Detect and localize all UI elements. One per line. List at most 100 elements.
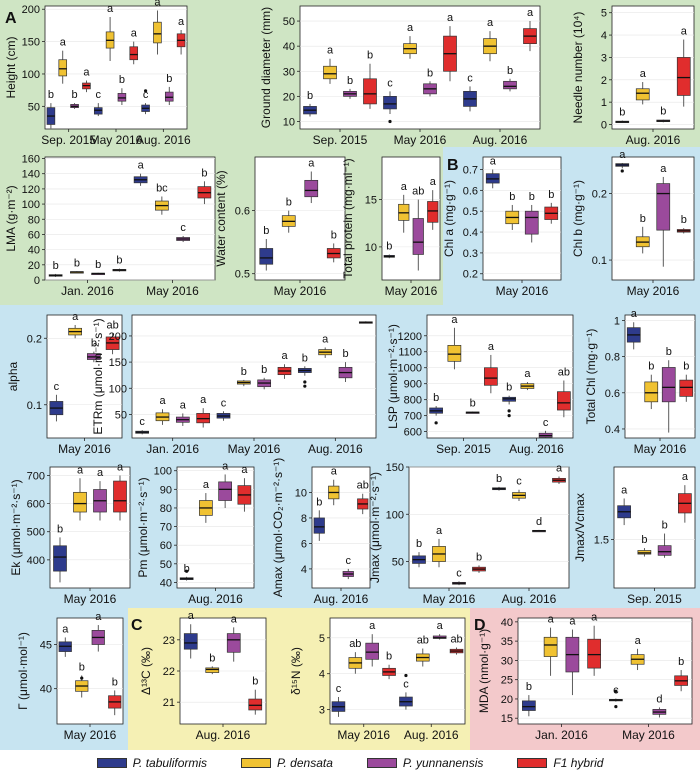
ytick-label-lma-7: 140 [22,169,40,181]
ytick-label-totalchl-1: 0.6 [605,388,620,400]
sig-letter-box-jv-0-den: b [641,534,647,546]
sig-letter-box-mda-0-den: a [548,614,555,626]
sig-letter-box-d13c-0-yun: a [231,613,238,625]
ytick-label-ek-1: 500 [27,527,45,539]
outlier-box-mda-1-tab-1 [614,705,618,709]
outlier-box-gamma-0-den-0 [80,676,84,680]
ytick-label-etr-2: 150 [109,357,127,369]
sig-letter-box-d15n-1-den: ab [417,635,429,647]
sig-letter-box-height-2-den: a [154,0,161,9]
sig-letter-box-etr-0-yun: a [180,399,187,411]
sig-letter-box-alpha-0-den: a [72,311,79,323]
ytick-label-pm-5: 90 [160,484,172,496]
sig-letter-box-etr-1-den: b [241,366,247,378]
sig-letter-box-mda-0-tab: b [526,681,532,693]
ytick-label-chla-2: 0.4 [463,227,478,239]
group-label-etr-2: Aug. 2016 [308,442,363,456]
sig-letter-box-gamma-0-den: b [79,661,85,673]
sig-letter-box-d13c-0-tab: a [188,610,195,622]
sig-letter-box-amax-0-f1: ab [357,480,369,492]
ytick-label-needle-1: 1 [601,97,607,109]
section-label-A: A [5,10,17,27]
sig-letter-box-lma-0-den: b [74,257,80,269]
legend: P. tabuliformis P. densata P. yunnanensi… [0,750,700,776]
outlier-box-chlb-0-tab-0 [620,169,624,173]
ytick-label-etr-0: 50 [115,409,127,421]
group-label-height-2: Aug. 2016 [136,133,191,147]
ytick-label-water-0: 0.5 [235,269,250,281]
sig-letter-box-gd-1-den: a [407,22,414,34]
ytick-label-etr-1: 100 [109,383,127,395]
sig-letter-box-height-1-tab: c [96,89,102,101]
box-needle-0-den [635,88,650,101]
sig-letter-box-mda-0-yun: a [569,616,576,628]
group-label-ek-0: May 2016 [64,592,117,606]
box-mda-0-den [543,636,558,657]
sig-letter-box-totalchl-0-yun: b [666,346,672,358]
sig-letter-box-jmax-1-yun: d [536,516,542,528]
legend-label-yun: P. yunnanensis [402,756,484,770]
ytick-label-amax-0: 4 [301,564,307,576]
sig-letter-box-chla-0-tab: a [490,156,497,168]
legend-item-densata: P. densata [241,756,333,770]
ytick-label-chlb-0: 0.1 [592,255,607,267]
box-height-1-f1 [129,46,139,61]
ytick-label-lma-3: 60 [28,229,40,241]
ytick-label-lma-4: 80 [28,214,40,226]
legend-item-f1: F1 hybrid [517,756,603,770]
sig-letter-box-d13c-0-den: b [209,652,215,664]
group-label-protein-0: May 2016 [385,284,438,298]
sig-letter-box-totalchl-0-den: b [648,361,654,373]
box-d13c-0-yun [226,633,241,653]
sig-letter-box-height-0-f1: a [83,66,90,78]
sig-letter-box-chlb-0-tab: a [619,149,626,161]
sig-letter-box-ek-0-tab: b [57,523,63,535]
sig-letter-box-d15n-1-yun: a [437,620,444,632]
sig-letter-box-lsp-1-tab: b [506,382,512,394]
sig-letter-box-needle-0-tab: b [619,107,625,119]
sig-letter-box-water-0-f1: b [331,229,337,241]
sig-letter-box-d15n-1-tab: c [403,678,409,690]
plot-alpha [46,314,123,439]
ylabel-mda: MDA (nmol·g⁻¹) [477,629,491,713]
ytick-label-lma-8: 160 [22,154,40,166]
sig-letter-box-lsp-0-f1: a [488,341,495,353]
ytick-label-jmax-2: 150 [386,462,404,474]
ytick-label-height-1: 100 [22,69,40,81]
sig-letter-box-gd-2-tab: c [467,72,473,84]
sig-letter-box-etr-1-f1: a [281,350,288,362]
sig-letter-box-needle-0-f1: a [681,26,688,38]
box-amax-0-tab [313,517,325,534]
sig-letter-box-lsp-0-tab: b [433,392,439,404]
sig-letter-box-amax-0-yun: c [346,555,352,567]
ytick-label-totalchl-0: 0.4 [605,424,620,436]
ytick-label-chlb-1: 0.2 [592,189,607,201]
ylabel-d15n: δ¹⁵N (‰) [289,647,303,695]
ytick-label-needle-5: 5 [601,8,607,20]
ytick-label-chla-3: 0.5 [463,206,478,218]
ytick-label-pm-2: 60 [160,540,172,552]
ytick-label-pm-4: 80 [160,503,172,515]
ytick-label-needle-4: 4 [601,30,607,42]
sig-letter-box-mda-1-yun: d [656,693,662,705]
sig-letter-box-gd-2-yun: b [507,65,513,77]
sig-letter-box-protein-0-tab: b [386,240,392,252]
plot-jv [613,466,696,589]
ylabel-lsp: LSP (μmol·m⁻²·s⁻¹) [386,324,400,429]
sig-letter-box-gd-1-tab: c [387,77,393,89]
sig-letter-box-jmax-0-yun: c [456,567,462,579]
ytick-label-etr-3: 200 [109,331,127,343]
group-label-gamma-0: May 2016 [64,728,117,742]
ylabel-water: Water content (%) [214,170,228,266]
sig-letter-box-chlb-0-f1: b [681,214,687,226]
outlier-box-pm-0-tab-0 [185,569,189,573]
box-gd-2-yun [503,80,517,90]
legend-swatch-den [241,758,272,768]
sig-letter-box-lsp-0-den: a [451,314,458,326]
ytick-label-needle-0: 0 [601,120,607,132]
sig-letter-box-protein-0-yun: ab [412,186,424,198]
ytick-label-lsp-5: 1100 [398,347,422,359]
group-label-jmax-1: Aug. 2016 [502,592,557,606]
ylabel-lma: LMA (g·m⁻²) [4,185,18,251]
sig-letter-box-jv-0-tab: a [621,484,628,496]
